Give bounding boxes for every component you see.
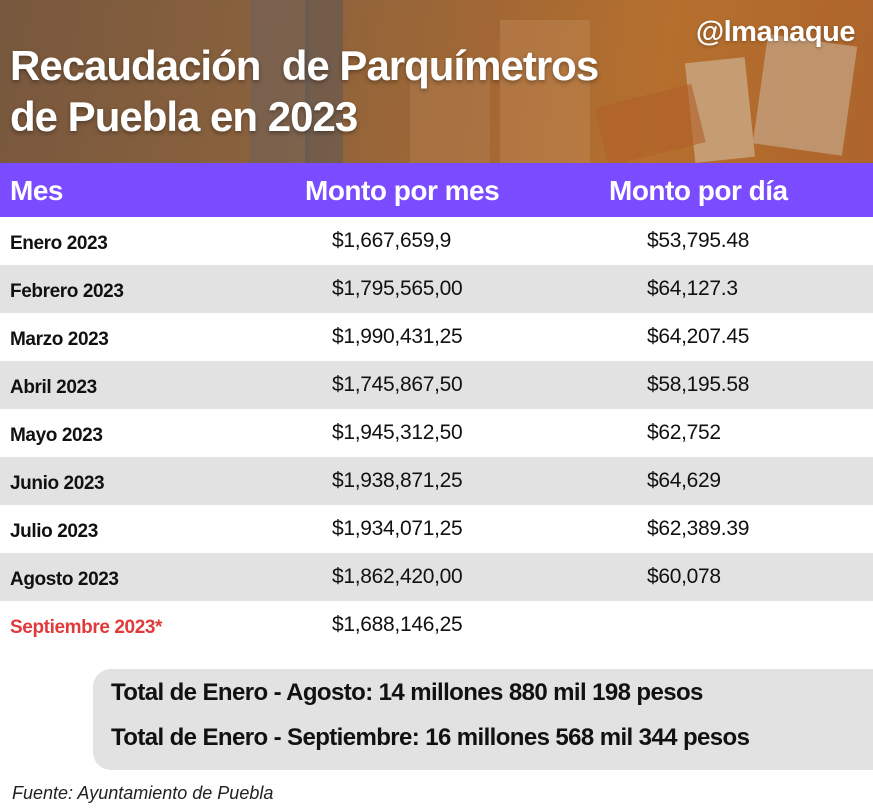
cell-monto-dia: $53,795.48 (647, 229, 750, 252)
cell-monto-mes: $1,938,871,25 (332, 469, 463, 492)
cell-monto-dia: $64,629 (647, 469, 721, 492)
total-enero-septiembre: Total de Enero - Septiembre: 16 millones… (111, 724, 750, 751)
table-row: Marzo 2023 $1,990,431,25 $64,207.45 (0, 313, 873, 361)
table-row: Enero 2023 $1,667,659,9 $53,795.48 (0, 217, 873, 265)
column-header-monto-dia: Monto por día (609, 175, 788, 206)
cell-mes: Enero 2023 (10, 233, 108, 254)
building-shape (500, 20, 590, 163)
table-row: Mayo 2023 $1,945,312,50 $62,752 (0, 409, 873, 457)
totals-box: Total de Enero - Agosto: 14 millones 880… (93, 669, 873, 770)
cell-mes: Septiembre 2023* (10, 617, 163, 638)
column-header-mes: Mes (10, 175, 63, 206)
cell-monto-mes: $1,688,146,25 (332, 613, 463, 636)
cell-monto-dia: $64,127.3 (647, 277, 738, 300)
cell-monto-mes: $1,745,867,50 (332, 373, 463, 396)
cell-mes: Abril 2023 (10, 377, 97, 398)
header-banner: Recaudación de Parquímetros de Puebla en… (0, 0, 873, 163)
cell-monto-dia: $58,195.58 (647, 373, 750, 396)
table-row: Abril 2023 $1,745,867,50 $58,195.58 (0, 361, 873, 409)
cell-mes: Mayo 2023 (10, 425, 103, 446)
total-enero-agosto: Total de Enero - Agosto: 14 millones 880… (111, 679, 703, 706)
table-row: Junio 2023 $1,938,871,25 $64,629 (0, 457, 873, 505)
cell-monto-dia: $60,078 (647, 565, 721, 588)
cell-mes: Febrero 2023 (10, 281, 124, 302)
cell-mes: Julio 2023 (10, 521, 98, 542)
page-title: Recaudación de Parquímetros de Puebla en… (10, 40, 599, 142)
table-row: Agosto 2023 $1,862,420,00 $60,078 (0, 553, 873, 601)
cell-monto-mes: $1,862,420,00 (332, 565, 463, 588)
parking-sign-shape (250, 0, 310, 163)
banknote-shape (594, 83, 706, 163)
cell-monto-dia: $64,207.45 (647, 325, 750, 348)
cell-monto-dia: $62,752 (647, 421, 721, 444)
cell-mes: Marzo 2023 (10, 329, 109, 350)
banknote-shape (752, 34, 858, 156)
source-note: Fuente: Ayuntamiento de Puebla (12, 783, 274, 803)
brand-handle: @lmanaque (695, 16, 856, 48)
background-photo (0, 0, 873, 163)
cell-monto-mes: $1,990,431,25 (332, 325, 463, 348)
parking-sign-shape (305, 0, 343, 163)
table-row: Septiembre 2023* $1,688,146,25 (0, 601, 873, 649)
table-row: Julio 2023 $1,934,071,25 $62,389.39 (0, 505, 873, 553)
cell-mes: Agosto 2023 (10, 569, 119, 590)
table-row: Febrero 2023 $1,795,565,00 $64,127.3 (0, 265, 873, 313)
cell-monto-dia: $62,389.39 (647, 517, 750, 540)
cell-monto-mes: $1,667,659,9 (332, 229, 452, 252)
table-header: Mes Monto por mes Monto por día (0, 163, 873, 217)
cell-monto-mes: $1,934,071,25 (332, 517, 463, 540)
title-line-1: Recaudación de Parquímetros (10, 42, 599, 89)
column-header-monto-mes: Monto por mes (305, 175, 500, 206)
cell-monto-mes: $1,795,565,00 (332, 277, 463, 300)
title-line-2: de Puebla en 2023 (10, 93, 358, 140)
cell-monto-mes: $1,945,312,50 (332, 421, 463, 444)
cell-mes: Junio 2023 (10, 473, 105, 494)
building-shape (410, 60, 490, 163)
